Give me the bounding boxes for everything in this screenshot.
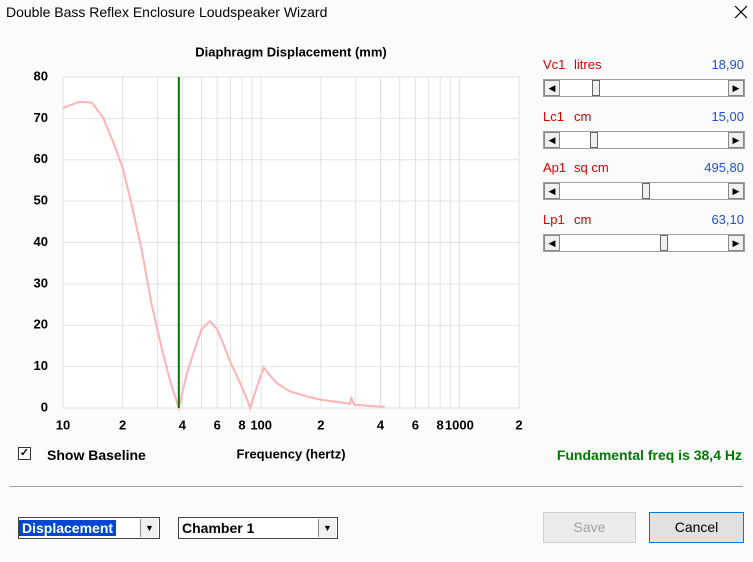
x-tick-label: 6 xyxy=(214,417,221,432)
checkbox[interactable]: ✓ xyxy=(18,447,31,460)
dropdown-value: Chamber 1 xyxy=(182,520,255,536)
x-axis-label: Frequency (hertz) xyxy=(236,446,345,461)
x-tick-label: 10 xyxy=(56,417,70,432)
y-tick-label: 60 xyxy=(34,151,48,166)
slider-value: 63,10 xyxy=(711,211,744,227)
slider[interactable]: ◀ ▶ xyxy=(543,182,745,200)
slider-thumb[interactable] xyxy=(592,80,600,96)
y-tick-label: 50 xyxy=(34,193,48,208)
slider-unit: litres xyxy=(574,57,602,72)
x-tick-label: 4 xyxy=(179,417,187,432)
slider-unit: cm xyxy=(574,108,592,124)
checkbox-label[interactable]: Show Baseline xyxy=(47,447,146,463)
x-tick-label: 100 xyxy=(250,417,272,432)
window-title: Double Bass Reflex Enclosure Loudspeaker… xyxy=(6,4,328,20)
x-tick-label: 8 xyxy=(238,417,245,432)
slider-value: 15,00 xyxy=(711,108,744,124)
dropdown[interactable]: Chamber 1 ▼ xyxy=(178,517,338,539)
slider-value: 495,80 xyxy=(704,160,744,175)
dropdown-value: Displacement xyxy=(19,520,117,536)
slider-name: Lp1 xyxy=(543,211,565,227)
slider-arrow[interactable]: ◀ xyxy=(544,183,560,199)
slider[interactable]: ◀ ▶ xyxy=(543,130,745,149)
data-line xyxy=(62,100,385,412)
slider-name: Vc1 xyxy=(543,57,566,72)
slider[interactable]: ◀ ▶ xyxy=(543,79,745,97)
slider-unit: cm xyxy=(574,211,592,227)
y-tick-label: 30 xyxy=(34,275,48,290)
x-tick-label: 2 xyxy=(119,417,126,432)
x-tick-label: 2 xyxy=(317,417,324,432)
slider-arrow[interactable]: ▶ xyxy=(728,183,744,199)
y-tick-label: 80 xyxy=(34,68,48,83)
slider-arrow[interactable]: ◀ xyxy=(544,80,560,96)
y-tick-label: 70 xyxy=(34,110,48,125)
chart: Diaphragm Displacement (mm) Frequency (h… xyxy=(34,44,523,461)
x-tick-label: 2 xyxy=(515,417,522,432)
slider-arrow[interactable]: ▶ xyxy=(728,80,744,96)
slider-arrow[interactable]: ◀ xyxy=(544,131,560,148)
x-tick-label: 4 xyxy=(377,417,385,432)
x-tick-label: 1000 xyxy=(445,417,474,432)
close-button[interactable] xyxy=(734,5,748,19)
slider-thumb[interactable] xyxy=(590,131,598,148)
button[interactable]: Cancel xyxy=(649,512,744,543)
button[interactable]: Save xyxy=(543,512,636,543)
slider-value: 18,90 xyxy=(711,57,744,72)
y-tick-label: 20 xyxy=(34,317,48,332)
slider-thumb[interactable] xyxy=(642,183,650,199)
y-tick-label: 40 xyxy=(34,234,48,249)
slider-thumb[interactable] xyxy=(660,234,668,251)
slider-arrow[interactable]: ◀ xyxy=(544,234,560,251)
slider-arrow[interactable]: ▶ xyxy=(728,234,744,251)
slider-name: Lc1 xyxy=(543,108,564,124)
slider-unit: sq cm xyxy=(574,160,609,175)
chart-title: Diaphragm Displacement (mm) xyxy=(195,44,386,59)
slider-arrow[interactable]: ▶ xyxy=(728,131,744,148)
dropdown[interactable]: Displacement ▼ xyxy=(18,517,160,539)
dropdown-arrow[interactable]: ▼ xyxy=(318,519,336,537)
slider-name: Ap1 xyxy=(543,160,567,175)
status-text: Fundamental freq is 38,4 Hz xyxy=(556,447,742,463)
dropdown-arrow[interactable]: ▼ xyxy=(140,519,158,537)
x-tick-label: 6 xyxy=(412,417,419,432)
separator xyxy=(10,486,743,487)
y-tick-label: 10 xyxy=(34,358,48,373)
x-tick-label: 8 xyxy=(437,417,444,432)
slider[interactable]: ◀ ▶ xyxy=(543,233,745,252)
y-tick-label: 0 xyxy=(41,399,48,414)
